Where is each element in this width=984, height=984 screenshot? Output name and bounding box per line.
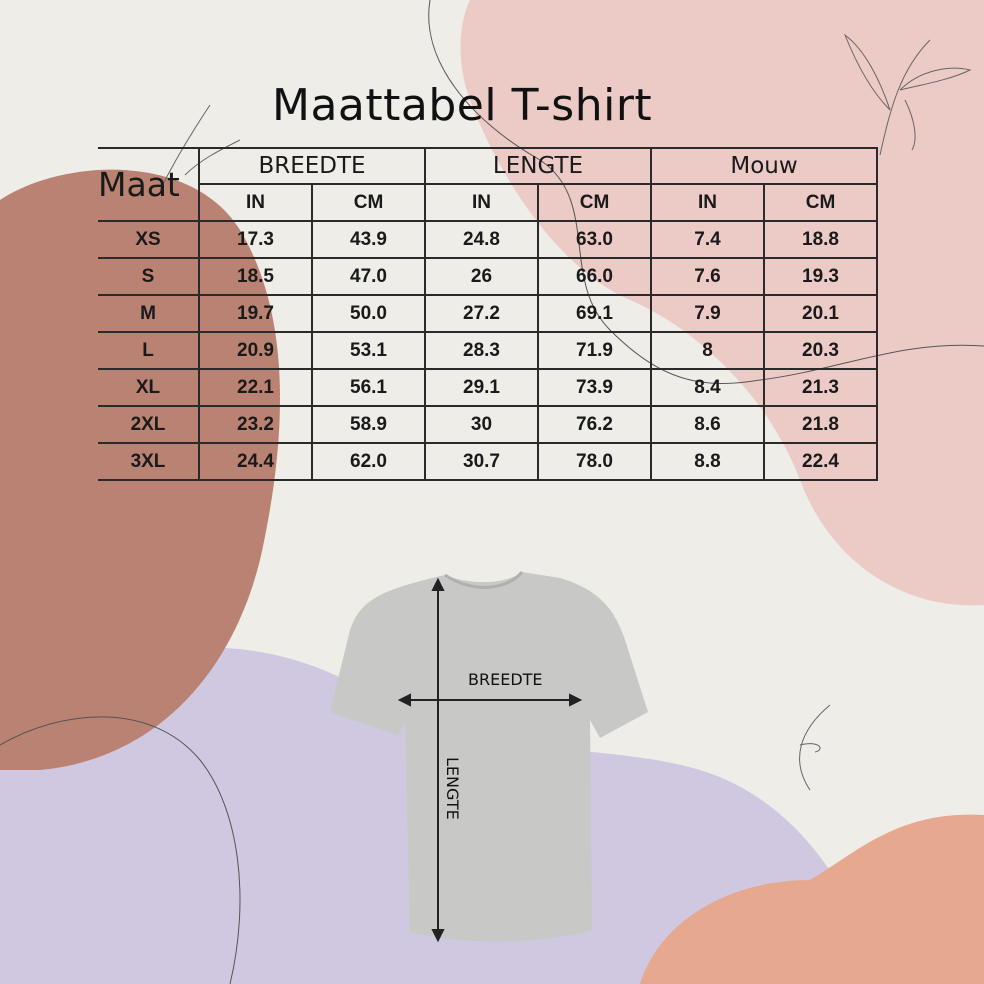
- measurement-cell: 8.6: [650, 405, 765, 444]
- width-label: BREEDTE: [468, 670, 543, 689]
- size-cell: 3XL: [98, 442, 200, 481]
- measurement-cell: 27.2: [424, 294, 539, 333]
- measurement-cell: 30.7: [424, 442, 539, 481]
- measurement-cell: 63.0: [537, 220, 652, 259]
- measurement-cell: 23.2: [198, 405, 313, 444]
- unit-header: IN: [650, 183, 765, 222]
- table-row: S 18.5 47.0 26 66.0 7.6 19.3: [98, 257, 878, 296]
- page-title: Maattabel T-shirt: [272, 80, 653, 131]
- measurement-cell: 62.0: [311, 442, 426, 481]
- measurement-cell: 21.8: [763, 405, 878, 444]
- table-row: XL 22.1 56.1 29.1 73.9 8.4 21.3: [98, 368, 878, 407]
- measurement-cell: 24.8: [424, 220, 539, 259]
- table-row: XS 17.3 43.9 24.8 63.0 7.4 18.8: [98, 220, 878, 259]
- group-header-lengte: LENGTE: [424, 147, 652, 185]
- unit-header: IN: [198, 183, 313, 222]
- length-arrow: [431, 577, 445, 943]
- group-header-mouw: Mouw: [650, 147, 878, 185]
- decorative-curl: [799, 704, 831, 791]
- measurement-cell: 19.7: [198, 294, 313, 333]
- measurement-cell: 19.3: [763, 257, 878, 296]
- measurement-cell: 56.1: [311, 368, 426, 407]
- table-row: L 20.9 53.1 28.3 71.9 8 20.3: [98, 331, 878, 370]
- measurement-cell: 29.1: [424, 368, 539, 407]
- measurement-cell: 7.9: [650, 294, 765, 333]
- measurement-cell: 50.0: [311, 294, 426, 333]
- size-table: Maat BREEDTE LENGTE Mouw IN CM IN CM IN CM XS…: [98, 147, 878, 481]
- measurement-cell: 28.3: [424, 331, 539, 370]
- measurement-cell: 26: [424, 257, 539, 296]
- measurement-cell: 43.9: [311, 220, 426, 259]
- measurement-cell: 8: [650, 331, 765, 370]
- measurement-cell: 18.8: [763, 220, 878, 259]
- size-column-header: Maat: [98, 147, 200, 222]
- size-cell: 2XL: [98, 405, 200, 444]
- measurement-cell: 78.0: [537, 442, 652, 481]
- measurement-cell: 20.3: [763, 331, 878, 370]
- unit-header: CM: [763, 183, 878, 222]
- measurement-cell: 8.8: [650, 442, 765, 481]
- measurement-cell: 22.4: [763, 442, 878, 481]
- measurement-cell: 20.1: [763, 294, 878, 333]
- measurement-cell: 69.1: [537, 294, 652, 333]
- width-arrow: [397, 693, 583, 707]
- measurement-cell: 30: [424, 405, 539, 444]
- group-header-breedte: BREEDTE: [198, 147, 426, 185]
- size-cell: M: [98, 294, 200, 333]
- size-cell: XS: [98, 220, 200, 259]
- measurement-cell: 73.9: [537, 368, 652, 407]
- table-row: M 19.7 50.0 27.2 69.1 7.9 20.1: [98, 294, 878, 333]
- measurement-cell: 22.1: [198, 368, 313, 407]
- decorative-line: [0, 716, 241, 984]
- measurement-cell: 7.4: [650, 220, 765, 259]
- size-cell: XL: [98, 368, 200, 407]
- measurement-cell: 20.9: [198, 331, 313, 370]
- unit-header: IN: [424, 183, 539, 222]
- measurement-cell: 71.9: [537, 331, 652, 370]
- measurement-cell: 58.9: [311, 405, 426, 444]
- measurement-cell: 18.5: [198, 257, 313, 296]
- measurement-cell: 47.0: [311, 257, 426, 296]
- peach-blob: [640, 814, 984, 984]
- table-row: 3XL 24.4 62.0 30.7 78.0 8.8 22.4: [98, 442, 878, 481]
- measurement-cell: 76.2: [537, 405, 652, 444]
- unit-header: CM: [311, 183, 426, 222]
- table-row: 2XL 23.2 58.9 30 76.2 8.6 21.8: [98, 405, 878, 444]
- unit-header: CM: [537, 183, 652, 222]
- t-shirt-image: [330, 572, 648, 942]
- length-label: LENGTE: [443, 757, 462, 820]
- measurement-cell: 53.1: [311, 331, 426, 370]
- leaf-sprig-icon: [843, 33, 972, 156]
- size-cell: L: [98, 331, 200, 370]
- measurement-cell: 8.4: [650, 368, 765, 407]
- measurement-cell: 24.4: [198, 442, 313, 481]
- measurement-cell: 21.3: [763, 368, 878, 407]
- measurement-cell: 17.3: [198, 220, 313, 259]
- measurement-cell: 7.6: [650, 257, 765, 296]
- size-cell: S: [98, 257, 200, 296]
- measurement-cell: 66.0: [537, 257, 652, 296]
